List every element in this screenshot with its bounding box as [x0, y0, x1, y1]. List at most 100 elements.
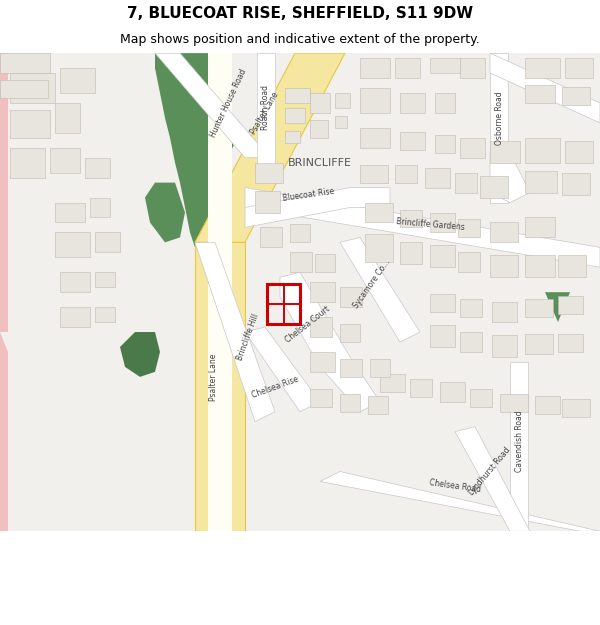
Bar	[525, 171, 557, 192]
Polygon shape	[490, 53, 508, 202]
Bar	[525, 217, 555, 238]
Bar	[430, 58, 460, 73]
Bar	[458, 219, 480, 238]
Bar	[255, 162, 283, 182]
Text: Psalter Lane: Psalter Lane	[209, 353, 218, 401]
Bar	[260, 228, 282, 248]
Bar	[558, 296, 583, 314]
Polygon shape	[0, 332, 8, 531]
Bar	[460, 58, 485, 78]
Bar	[525, 58, 560, 78]
Bar	[400, 132, 425, 150]
Bar	[55, 232, 90, 258]
Bar	[435, 135, 455, 152]
Bar	[525, 256, 555, 278]
Bar	[360, 128, 390, 148]
Bar	[535, 396, 560, 414]
Polygon shape	[257, 53, 275, 172]
Polygon shape	[155, 53, 240, 248]
Text: Chelsea Court: Chelsea Court	[284, 304, 332, 344]
Bar	[425, 168, 450, 187]
Bar	[562, 399, 590, 417]
Bar	[55, 103, 80, 132]
Bar	[55, 202, 85, 222]
Bar	[500, 394, 528, 412]
Bar	[565, 58, 593, 78]
Bar	[365, 234, 393, 262]
Text: 7, BLUECOAT RISE, SHEFFIELD, S11 9DW: 7, BLUECOAT RISE, SHEFFIELD, S11 9DW	[127, 6, 473, 21]
Polygon shape	[208, 53, 232, 242]
Bar	[455, 173, 477, 192]
Bar	[310, 389, 332, 407]
Bar	[310, 352, 335, 372]
Bar	[310, 282, 335, 302]
Bar	[410, 379, 432, 397]
Bar	[290, 224, 310, 243]
Bar	[360, 88, 390, 113]
Bar	[310, 93, 330, 113]
Bar	[60, 68, 95, 93]
Text: Brincliffe Hill: Brincliffe Hill	[235, 312, 260, 362]
Polygon shape	[208, 242, 232, 531]
Bar	[565, 141, 593, 162]
Bar	[430, 246, 455, 268]
Text: Osborne Road: Osborne Road	[494, 91, 503, 144]
Bar	[60, 307, 90, 327]
Bar	[360, 58, 390, 78]
Polygon shape	[245, 327, 320, 412]
Bar	[558, 256, 586, 278]
Bar	[460, 138, 485, 158]
Bar	[470, 389, 492, 407]
Bar	[10, 110, 50, 138]
Polygon shape	[455, 427, 530, 531]
Bar	[310, 120, 328, 138]
Bar	[525, 299, 553, 317]
Bar	[50, 148, 80, 173]
Bar	[285, 131, 300, 142]
Bar	[368, 396, 388, 414]
Polygon shape	[195, 242, 245, 531]
Bar	[558, 334, 583, 352]
Polygon shape	[245, 188, 390, 228]
Polygon shape	[340, 238, 420, 342]
Bar	[480, 176, 508, 198]
Bar	[400, 93, 425, 113]
Bar	[335, 93, 350, 108]
Bar	[95, 272, 115, 288]
Text: Hunter House Road: Hunter House Road	[208, 68, 248, 139]
Bar	[400, 242, 422, 264]
Bar	[562, 87, 590, 105]
Bar	[435, 93, 455, 113]
Bar	[460, 299, 482, 317]
Bar	[340, 324, 360, 342]
Text: Brincliffe Gardens: Brincliffe Gardens	[395, 217, 464, 232]
Text: Bluecoat Rise: Bluecoat Rise	[281, 186, 334, 202]
Bar	[365, 202, 393, 222]
Bar	[340, 394, 360, 412]
Bar	[430, 213, 455, 232]
Bar	[85, 158, 110, 177]
Polygon shape	[280, 272, 380, 412]
Bar	[400, 209, 422, 227]
Bar	[458, 253, 480, 272]
Bar	[267, 284, 300, 324]
Text: Chelsea Rise: Chelsea Rise	[250, 374, 299, 399]
Bar	[315, 254, 335, 272]
Bar	[0, 53, 50, 73]
Bar	[492, 335, 517, 357]
Text: BRINCLIFFE: BRINCLIFFE	[288, 158, 352, 168]
Bar	[380, 374, 405, 392]
Bar	[290, 253, 312, 272]
Bar	[95, 232, 120, 253]
Bar	[10, 73, 55, 103]
Bar	[255, 191, 280, 213]
Bar	[525, 334, 553, 354]
Bar	[310, 317, 332, 337]
Bar	[335, 116, 347, 128]
Polygon shape	[545, 292, 570, 322]
Polygon shape	[0, 53, 8, 332]
Polygon shape	[195, 242, 275, 422]
Polygon shape	[120, 332, 160, 377]
Bar	[490, 256, 518, 278]
Bar	[525, 138, 560, 162]
